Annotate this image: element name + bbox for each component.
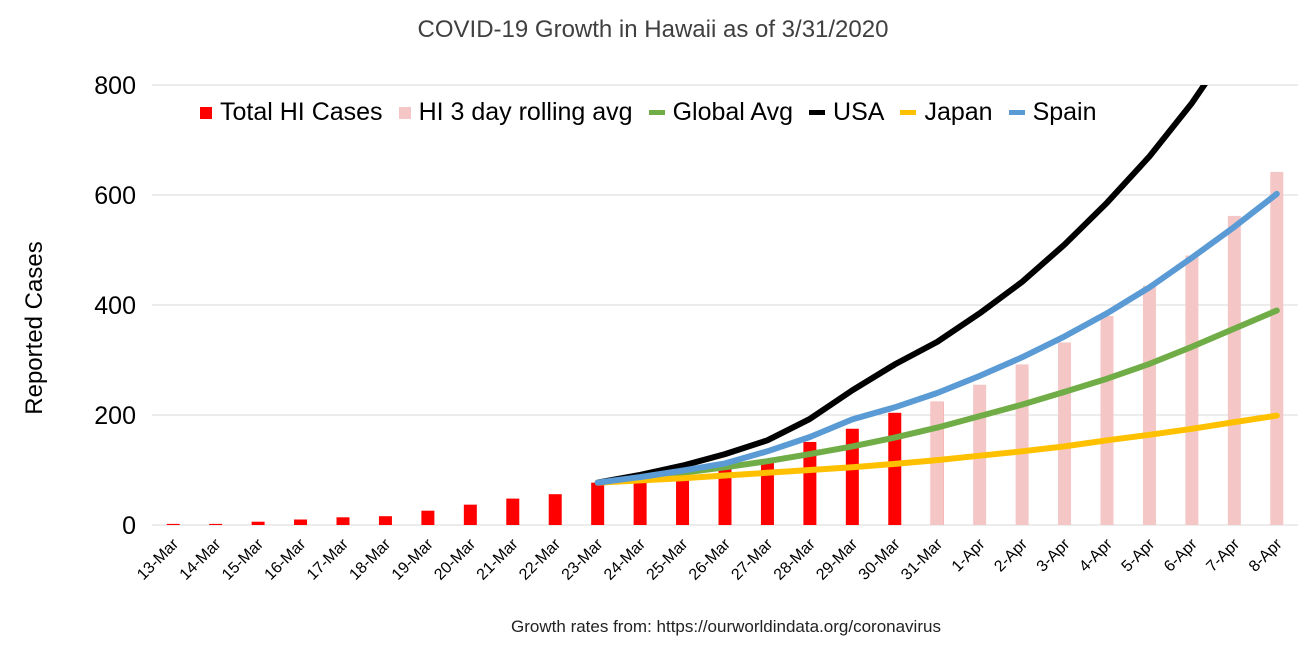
legend: Total HI Cases HI 3 day rolling avg Glob… bbox=[200, 98, 1113, 127]
x-tick-label: 31-Mar bbox=[898, 535, 946, 583]
x-tick-label: 28-Mar bbox=[771, 535, 819, 583]
legend-item-global-avg: Global Avg bbox=[648, 98, 794, 127]
y-axis-label: Reported Cases bbox=[21, 241, 48, 414]
x-tick-label: 13-Mar bbox=[134, 535, 182, 583]
y-tick-label: 600 bbox=[94, 182, 136, 210]
line-japan bbox=[594, 412, 1280, 486]
x-tick-label: 15-Mar bbox=[219, 535, 267, 583]
line-spain bbox=[594, 190, 1280, 486]
bar-hi-3-day-rolling-avg bbox=[1142, 285, 1156, 525]
x-tick-label: 16-Mar bbox=[262, 535, 310, 583]
legend-label: HI 3 day rolling avg bbox=[418, 98, 633, 126]
line-usa bbox=[594, 85, 1208, 486]
bar-hi-3-day-rolling-avg bbox=[1100, 316, 1114, 525]
bar-hi-3-day-rolling-avg bbox=[1270, 171, 1284, 525]
bar-total-hi-cases bbox=[676, 472, 690, 525]
series-lines bbox=[594, 85, 1280, 486]
bar-total-hi-cases bbox=[633, 475, 647, 525]
legend-label: Spain bbox=[1032, 98, 1097, 126]
bar-total-hi-cases bbox=[378, 516, 392, 525]
x-tick-label: 5-Apr bbox=[1119, 535, 1159, 575]
x-tick-label: 4-Apr bbox=[1076, 535, 1116, 575]
x-tick-label: 19-Mar bbox=[389, 535, 437, 583]
bar-total-hi-cases bbox=[166, 523, 180, 525]
legend-item-total-hi: Total HI Cases bbox=[200, 98, 383, 127]
bar-hi-3-day-rolling-avg bbox=[1185, 255, 1199, 525]
x-tick-label: 22-Mar bbox=[516, 535, 564, 583]
bar-total-hi-cases bbox=[209, 523, 223, 525]
bar-total-hi-cases bbox=[251, 521, 265, 525]
x-tick-label: 23-Mar bbox=[559, 535, 607, 583]
x-tick-label: 7-Apr bbox=[1203, 535, 1243, 575]
x-tick-label: 21-Mar bbox=[474, 535, 522, 583]
x-tick-label: 26-Mar bbox=[686, 535, 734, 583]
x-tick-label: 17-Mar bbox=[304, 535, 352, 583]
x-tick-label: 18-Mar bbox=[346, 535, 394, 583]
legend-swatch-usa bbox=[809, 110, 826, 115]
x-tick-label: 20-Mar bbox=[431, 535, 479, 583]
x-tick-label: 29-Mar bbox=[813, 535, 861, 583]
legend-label: Global Avg bbox=[672, 98, 794, 126]
bar-hi-3-day-rolling-avg bbox=[1058, 342, 1072, 525]
legend-label: USA bbox=[833, 98, 885, 126]
legend-item-spain: Spain bbox=[1008, 98, 1097, 127]
bar-total-hi-cases bbox=[463, 504, 477, 525]
x-tick-label: 24-Mar bbox=[601, 535, 649, 583]
bar-total-hi-cases bbox=[718, 466, 732, 525]
footnote: Growth rates from: https://ourworldindat… bbox=[511, 617, 941, 636]
legend-label: Japan bbox=[924, 98, 993, 126]
bar-total-hi-cases bbox=[294, 519, 308, 525]
legend-swatch-rolling-avg bbox=[398, 106, 411, 119]
bar-total-hi-cases bbox=[421, 510, 435, 525]
x-tick-label: 27-Mar bbox=[728, 535, 776, 583]
legend-swatch-japan bbox=[900, 110, 917, 115]
bar-hi-3-day-rolling-avg bbox=[1015, 364, 1029, 525]
legend-label: Total HI Cases bbox=[220, 98, 383, 126]
bar-total-hi-cases bbox=[845, 428, 859, 525]
y-tick-label: 400 bbox=[94, 292, 136, 320]
y-tick-label: 0 bbox=[122, 512, 136, 540]
chart-title: COVID-19 Growth in Hawaii as of 3/31/202… bbox=[417, 16, 889, 43]
legend-swatch-total-hi bbox=[200, 106, 212, 119]
x-tick-label: 30-Mar bbox=[856, 535, 904, 583]
bar-hi-3-day-rolling-avg bbox=[1227, 215, 1241, 525]
legend-swatch-spain bbox=[1008, 110, 1025, 115]
bar-total-hi-cases bbox=[591, 482, 605, 525]
bar-hi-3-day-rolling-avg bbox=[930, 401, 944, 525]
x-tick-label: 2-Apr bbox=[991, 535, 1031, 575]
legend-item-rolling-avg: HI 3 day rolling avg bbox=[398, 98, 633, 127]
bar-total-hi-cases bbox=[336, 517, 350, 525]
bars bbox=[166, 171, 1284, 525]
bar-total-hi-cases bbox=[760, 459, 774, 525]
line-global-avg bbox=[594, 307, 1280, 486]
y-tick-label: 200 bbox=[94, 402, 136, 430]
legend-item-japan: Japan bbox=[900, 98, 993, 127]
x-tick-label: 1-Apr bbox=[949, 535, 989, 575]
x-tick-label: 3-Apr bbox=[1034, 535, 1074, 575]
legend-swatch-global-avg bbox=[648, 110, 665, 115]
legend-item-usa: USA bbox=[809, 98, 884, 127]
bar-total-hi-cases bbox=[548, 494, 562, 525]
bar-total-hi-cases bbox=[803, 441, 817, 525]
x-tick-label: 6-Apr bbox=[1161, 535, 1201, 575]
x-tick-label: 25-Mar bbox=[644, 535, 692, 583]
x-tick-label: 8-Apr bbox=[1246, 535, 1286, 575]
bar-total-hi-cases bbox=[888, 412, 902, 525]
bar-total-hi-cases bbox=[506, 498, 520, 525]
y-tick-label: 800 bbox=[94, 72, 136, 100]
x-tick-label: 14-Mar bbox=[177, 535, 225, 583]
